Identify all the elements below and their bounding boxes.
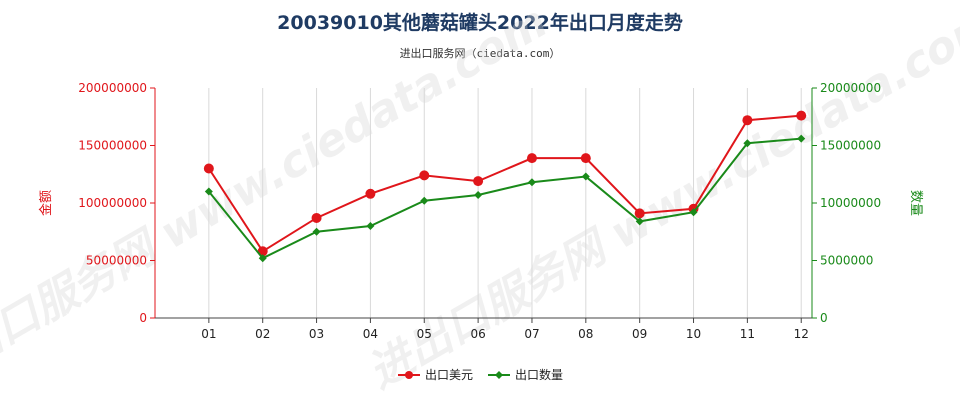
x-tick-label: 03	[309, 327, 324, 341]
data-point-export-usd	[634, 208, 645, 219]
legend-swatch-marker	[495, 371, 503, 379]
data-point-export-quantity	[258, 254, 267, 263]
data-point-export-quantity	[204, 187, 213, 196]
data-point-export-quantity	[581, 172, 590, 181]
y-left-tick-label: 150000000	[78, 139, 147, 153]
data-point-export-quantity	[743, 139, 752, 148]
y-right-tick-label: 5000000	[820, 254, 873, 268]
data-point-export-quantity	[420, 196, 429, 205]
series-layer	[203, 110, 807, 263]
x-tick-label: 09	[632, 327, 647, 341]
legend-label: 出口数量	[515, 367, 563, 382]
data-point-export-quantity	[312, 227, 321, 236]
y-right-tick-label: 15000000	[820, 139, 881, 153]
series-line-export-usd	[208, 114, 802, 253]
y-left-axis-label: 金额	[38, 190, 54, 216]
series-line-export-quantity	[208, 137, 802, 260]
x-tick-label: 08	[578, 327, 593, 341]
axes-layer: 0500000001000000001500000002000000000500…	[78, 81, 881, 341]
x-tick-label: 11	[740, 327, 755, 341]
x-tick-label: 12	[794, 327, 809, 341]
data-point-export-quantity	[474, 190, 483, 199]
legend-item-export-usd[interactable]: 出口美元	[398, 368, 473, 382]
chart-subtitle: 进出口服务网（ciedata.com）	[399, 47, 561, 60]
y-right-tick-label: 10000000	[820, 196, 881, 210]
data-point-export-usd	[419, 170, 430, 181]
chart-title: 20039010其他蘑菇罐头2022年出口月度走势	[277, 12, 683, 34]
x-tick-label: 01	[201, 327, 216, 341]
x-tick-label: 10	[686, 327, 701, 341]
data-point-export-usd	[796, 110, 807, 121]
legend-swatch-marker	[405, 371, 413, 379]
y-left-tick-label: 0	[139, 311, 147, 325]
data-point-export-usd	[311, 212, 322, 223]
data-point-export-quantity	[689, 208, 698, 217]
x-tick-label: 07	[524, 327, 539, 341]
x-tick-label: 06	[470, 327, 485, 341]
data-point-export-usd	[203, 163, 214, 174]
y-left-tick-label: 200000000	[78, 81, 147, 95]
y-right-tick-label: 20000000	[820, 81, 881, 95]
y-left-tick-label: 50000000	[86, 254, 147, 268]
x-tick-label: 05	[417, 327, 432, 341]
data-point-export-usd	[742, 115, 753, 126]
x-tick-label: 04	[363, 327, 378, 341]
data-point-export-usd	[526, 153, 537, 164]
data-point-export-quantity	[366, 222, 375, 230]
data-point-export-usd	[580, 153, 591, 164]
data-point-export-quantity	[527, 178, 536, 187]
legend-label: 出口美元	[425, 368, 473, 382]
legend: 出口美元 出口数量	[398, 367, 563, 382]
y-left-tick-label: 100000000	[78, 196, 147, 210]
legend-item-export-quantity[interactable]: 出口数量	[488, 367, 563, 382]
y-right-axis-label: 数量	[908, 190, 923, 216]
data-point-export-quantity	[797, 134, 806, 143]
data-point-export-usd	[365, 188, 376, 199]
y-right-tick-label: 0	[820, 311, 828, 325]
data-point-export-quantity	[635, 217, 644, 226]
data-point-export-usd	[473, 176, 484, 187]
x-tick-label: 02	[255, 327, 270, 341]
